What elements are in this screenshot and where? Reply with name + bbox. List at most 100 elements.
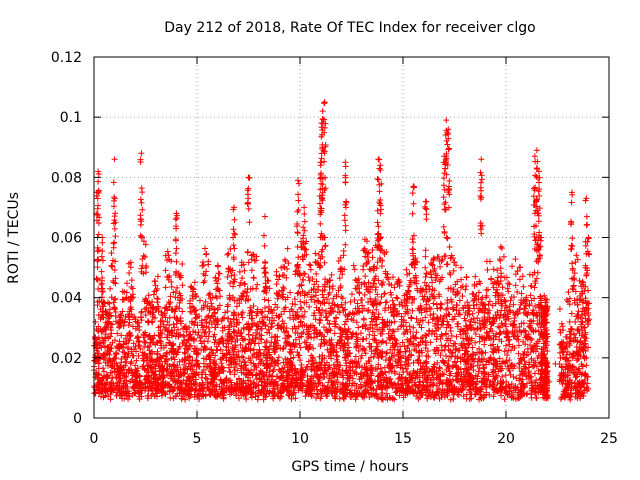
data-point xyxy=(342,299,349,306)
data-point xyxy=(361,347,368,354)
data-point xyxy=(213,277,220,284)
data-point xyxy=(427,312,434,319)
data-point xyxy=(581,324,588,331)
data-point xyxy=(431,265,438,272)
data-point xyxy=(178,395,185,402)
data-point xyxy=(395,356,402,363)
data-point xyxy=(262,304,269,311)
data-point xyxy=(406,323,413,330)
data-point xyxy=(460,369,467,376)
data-point xyxy=(279,293,286,300)
data-point xyxy=(453,262,460,269)
data-point xyxy=(99,327,106,334)
data-point xyxy=(512,282,519,289)
data-point xyxy=(494,267,501,274)
data-point xyxy=(149,305,156,312)
data-point xyxy=(482,305,489,312)
data-point xyxy=(142,295,149,302)
data-point xyxy=(241,281,248,288)
data-point xyxy=(262,323,269,330)
data-point xyxy=(358,352,365,359)
data-point xyxy=(457,264,464,271)
data-point xyxy=(200,279,207,286)
data-point xyxy=(203,375,210,382)
data-point xyxy=(383,339,390,346)
data-point xyxy=(462,317,469,324)
data-point xyxy=(131,390,138,397)
data-point xyxy=(414,285,421,292)
data-point xyxy=(495,347,502,354)
data-point xyxy=(210,389,217,396)
data-point xyxy=(503,358,510,365)
data-point xyxy=(220,368,227,375)
data-point xyxy=(162,284,169,291)
data-point xyxy=(306,261,313,268)
data-point xyxy=(125,396,132,403)
data-point xyxy=(450,395,457,402)
data-point xyxy=(381,364,388,371)
data-point xyxy=(377,299,384,306)
data-point xyxy=(389,350,396,357)
data-point xyxy=(440,371,447,378)
data-point xyxy=(493,286,500,293)
data-point xyxy=(361,387,368,394)
data-point xyxy=(161,326,168,333)
data-point xyxy=(433,336,440,343)
data-point xyxy=(504,304,511,311)
data-point xyxy=(123,280,130,287)
data-point xyxy=(352,396,359,403)
data-point xyxy=(145,292,152,299)
data-point xyxy=(179,308,186,315)
data-point xyxy=(263,344,270,351)
data-point xyxy=(532,303,539,310)
data-point xyxy=(254,326,261,333)
data-point xyxy=(391,318,398,325)
data-point xyxy=(322,243,329,250)
data-point xyxy=(322,242,329,249)
data-point xyxy=(168,283,175,290)
data-point xyxy=(228,272,235,279)
data-point xyxy=(284,338,291,345)
data-point xyxy=(317,255,324,262)
data-point xyxy=(471,326,478,333)
data-point xyxy=(460,393,467,400)
data-point xyxy=(184,345,191,352)
data-point xyxy=(269,368,276,375)
data-point xyxy=(383,299,390,306)
data-point xyxy=(360,262,367,269)
data-point xyxy=(436,278,443,285)
data-point xyxy=(373,321,380,328)
data-point xyxy=(486,298,493,305)
data-point xyxy=(420,296,427,303)
data-point xyxy=(515,350,522,357)
data-point xyxy=(336,275,343,282)
data-point xyxy=(125,337,132,344)
data-point xyxy=(527,292,534,299)
data-point xyxy=(164,318,171,325)
data-point xyxy=(428,274,435,281)
data-point xyxy=(390,274,397,281)
data-point xyxy=(99,277,106,284)
data-point xyxy=(253,334,260,341)
data-point xyxy=(401,302,408,309)
data-point xyxy=(411,369,418,376)
data-point xyxy=(556,305,563,312)
data-point xyxy=(451,313,458,320)
data-point xyxy=(312,250,319,257)
data-point xyxy=(517,264,524,271)
data-point xyxy=(264,277,271,284)
data-point xyxy=(451,259,458,266)
data-point xyxy=(111,368,118,375)
data-point xyxy=(108,262,115,269)
data-point xyxy=(421,293,428,300)
data-point xyxy=(436,293,443,300)
data-point xyxy=(410,359,417,366)
data-point xyxy=(202,392,209,399)
data-point xyxy=(505,337,512,344)
data-point xyxy=(308,393,315,400)
data-point xyxy=(468,356,475,363)
data-point xyxy=(359,302,366,309)
data-point xyxy=(494,309,501,316)
data-point xyxy=(312,292,319,299)
